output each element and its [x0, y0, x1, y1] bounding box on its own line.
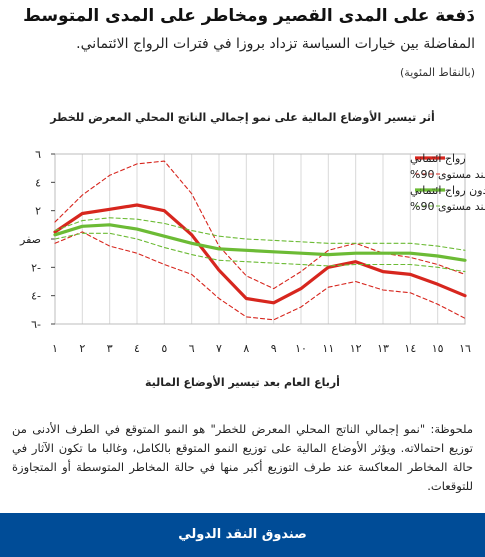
x-tick-label-1: ١	[52, 342, 58, 355]
footer-imf: صندوق النقد الدولي	[0, 513, 485, 557]
legend-label-2: نطاقات الثقة عند مستوى 90%	[410, 168, 485, 181]
subheadline: المفاضلة بين خيارات السياسة تزداد بروزا …	[76, 36, 475, 52]
headline: دَفعة على المدى القصير ومخاطر على المدى …	[23, 6, 475, 26]
x-tick-label-2: ٢	[79, 342, 85, 355]
x-tick-label-13: ١٣	[377, 342, 389, 355]
x-tick-label-5: ٥	[161, 342, 167, 355]
series-line-3	[54, 231, 466, 321]
series-line-4	[53, 223, 467, 262]
legend-label-1: رواج ائتماني	[410, 152, 466, 165]
series-line-1	[53, 203, 467, 305]
units-label: (بالنقاط المئوية)	[400, 66, 475, 79]
legend-label-4: نطاقات الثقة عند مستوى 90%	[410, 200, 485, 213]
x-tick-label-7: ٧	[216, 342, 222, 355]
x-tick-label-11: ١١	[322, 342, 334, 355]
y-tick-label-0: ٦	[35, 148, 41, 161]
y-tick-label-3: صفر	[19, 233, 41, 246]
x-tick-label-16: ١٦	[459, 342, 471, 355]
y-tick-label-5: ٤-	[31, 290, 41, 303]
x-tick-label-10: ١٠	[295, 342, 307, 355]
series-line-6	[54, 232, 466, 273]
y-tick-label-4: ٢-	[31, 261, 41, 274]
x-tick-label-15: ١٥	[432, 342, 444, 355]
x-tick-label-6: ٦	[189, 342, 195, 355]
series-line-5	[54, 217, 466, 251]
x-tick-label-3: ٣	[107, 342, 113, 355]
y-tick-label-2: ٢	[35, 205, 41, 218]
x-tick-label-12: ١٢	[350, 342, 362, 355]
x-tick-label-14: ١٤	[404, 342, 416, 355]
x-tick-label-4: ٤	[134, 342, 140, 355]
y-tick-label-6: ٦-	[31, 318, 41, 331]
chart-note: ملحوظة: "نمو إجمالي الناتج المحلي المعرض…	[12, 422, 473, 493]
y-tick-label-1: ٤	[35, 176, 41, 189]
x-tick-label-9: ٩	[271, 342, 277, 355]
chart-title: أثر تيسير الأوضاع المالية على نمو إجمالي…	[50, 111, 435, 124]
x-axis-label: أرباع العام بعد تيسير الأوضاع المالية	[145, 376, 340, 389]
series-line-2	[54, 160, 466, 290]
legend-label-3: دون رواج ائتماني	[410, 184, 485, 197]
x-tick-label-8: ٨	[243, 342, 249, 355]
